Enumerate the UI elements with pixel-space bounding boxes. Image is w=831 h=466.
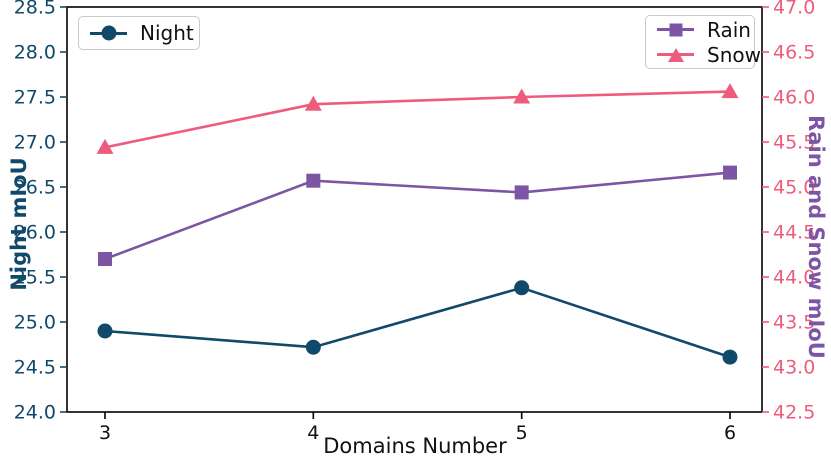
svg-text:27.5: 27.5 [14,86,56,108]
legend-label-rain: Rain [707,17,751,42]
svg-text:26.5: 26.5 [14,176,56,198]
svg-text:5: 5 [516,422,528,444]
svg-text:24.0: 24.0 [14,401,56,423]
svg-text:45.0: 45.0 [773,176,815,198]
svg-text:24.5: 24.5 [14,356,56,378]
right-axis-ticks: 42.5 43.0 43.5 44.0 44.5 45.0 45.5 46.0 46.5 47.0 [762,0,815,423]
legend-label-night: Night [140,21,194,45]
night-line-sample [90,24,127,42]
svg-text:3: 3 [99,422,111,444]
svg-text:26.0: 26.0 [14,221,56,243]
svg-text:6: 6 [724,422,736,444]
svg-text:25.0: 25.0 [14,311,56,333]
legend-entry-night: Night [90,21,194,45]
night-circle-icon [101,25,116,41]
left-axis-ticks: 24.0 24.5 25.0 25.5 26.0 26.5 27.0 27.5 28.0 28.5 [14,0,67,423]
axes-frame [66,6,763,413]
series-snow [96,83,739,154]
svg-text:27.0: 27.0 [14,131,56,153]
legend-label-snow: Snow [707,42,761,67]
x-axis-ticks: 3 4 5 6 [99,412,736,444]
left-axis-title: Night mIoU [7,157,31,291]
svg-text:28.5: 28.5 [14,0,56,18]
x-axis-title: Domains Number [323,434,507,458]
legend-night: Night [78,16,200,50]
series-rain [98,165,737,266]
svg-text:44.5: 44.5 [773,221,815,243]
svg-text:46.5: 46.5 [773,41,815,63]
svg-text:25.5: 25.5 [14,266,56,288]
rain-line-sample [657,21,694,39]
svg-text:43.0: 43.0 [773,356,815,378]
series-night [97,280,738,365]
svg-text:28.0: 28.0 [14,41,56,63]
svg-text:43.5: 43.5 [773,311,815,333]
svg-text:46.0: 46.0 [773,86,815,108]
svg-text:42.5: 42.5 [773,401,815,423]
legend-entry-snow: Snow [657,43,761,67]
legend-rain-snow: Rain Snow [645,15,761,69]
rain-square-icon [669,23,682,36]
svg-text:47.0: 47.0 [773,0,815,18]
snow-line-sample [657,46,694,64]
snow-triangle-icon [667,47,684,62]
svg-text:45.5: 45.5 [773,131,815,153]
legend-entry-rain: Rain [657,18,751,42]
svg-text:44.0: 44.0 [773,266,815,288]
svg-text:4: 4 [307,422,319,444]
right-axis-title: Rain and Snow mIoU [804,115,828,359]
